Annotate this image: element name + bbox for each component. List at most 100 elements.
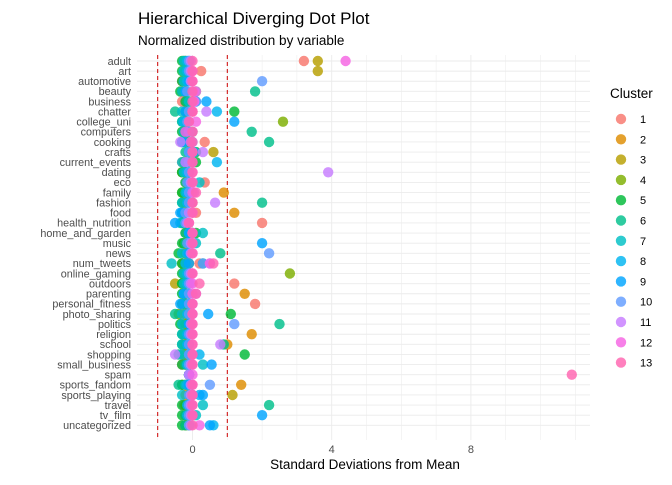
point-personal_fitness-cluster-1 — [249, 298, 261, 310]
point-news-cluster-10 — [263, 248, 275, 259]
point-sports_playing-cluster-13 — [187, 389, 198, 401]
point-fashion-cluster-13 — [187, 197, 198, 208]
point-college_uni-cluster-9 — [229, 116, 240, 127]
y-tick-label: school — [100, 339, 131, 351]
legend-label-cluster-1: 1 — [640, 114, 646, 126]
legend-key-cluster-1 — [615, 113, 627, 125]
legend-key-cluster-7 — [615, 235, 627, 246]
point-personal_fitness-cluster-13 — [187, 298, 198, 310]
point-sports_fandom-cluster-2 — [236, 379, 247, 390]
point-travel-cluster-7 — [197, 399, 209, 411]
point-small_business-cluster-7 — [197, 359, 209, 370]
point-fashion-cluster-6 — [256, 197, 268, 208]
point-chatter-cluster-5 — [229, 106, 240, 117]
legend-label-cluster-8: 8 — [640, 256, 646, 268]
legend-key-cluster-8 — [615, 255, 627, 267]
point-chatter-cluster-11 — [201, 106, 212, 117]
y-tick-label: home_and_garden — [40, 228, 131, 240]
point-health_nutrition-cluster-13 — [183, 217, 195, 229]
point-cooking-cluster-1 — [199, 136, 210, 148]
point-family-cluster-2 — [218, 187, 229, 198]
legend-key-cluster-2 — [615, 134, 627, 145]
point-photo_sharing-cluster-5 — [225, 308, 236, 320]
legend-key-cluster-3 — [615, 154, 627, 165]
point-parenting-cluster-2 — [239, 288, 250, 299]
legend-key-cluster-9 — [615, 276, 627, 287]
y-tick-label: music — [103, 238, 132, 250]
y-tick-label: automotive — [78, 76, 131, 88]
point-eco-cluster-13 — [187, 177, 198, 188]
x-axis: 0 4 8 — [189, 444, 474, 456]
chart-subtitle: Normalized distribution by variable — [138, 33, 344, 48]
point-current_events-cluster-8 — [211, 157, 223, 168]
point-politics-cluster-13 — [187, 318, 198, 330]
y-tick-label: adult — [108, 56, 131, 68]
point-dating-cluster-11 — [323, 167, 334, 178]
y-tick-label: shopping — [87, 349, 131, 361]
point-outdoors-cluster-13 — [194, 278, 205, 289]
point-small_business-cluster-9 — [206, 359, 217, 370]
y-tick-label: family — [103, 187, 132, 199]
point-college_uni-cluster-4 — [277, 116, 289, 127]
point-parenting-cluster-13 — [190, 288, 202, 299]
point-politics-cluster-6 — [274, 318, 285, 330]
point-online_gaming-cluster-13 — [187, 268, 198, 279]
point-photo_sharing-cluster-9 — [203, 308, 214, 320]
point-crafts-cluster-3 — [208, 146, 219, 158]
point-chatter-cluster-8 — [211, 106, 223, 117]
y-tick-label: eco — [114, 177, 131, 189]
legend-label-cluster-11: 11 — [640, 317, 651, 329]
point-personal_fitness-cluster-9 — [175, 298, 186, 310]
point-music-cluster-13 — [187, 238, 198, 249]
point-home_and_garden-cluster-7 — [197, 227, 209, 239]
point-spam-cluster-13 — [566, 369, 577, 380]
y-tick-label: beauty — [99, 86, 132, 98]
point-sports_fandom-cluster-13 — [187, 379, 198, 390]
point-num_tweets-cluster-7 — [166, 258, 177, 269]
y-tick-label: photo_sharing — [63, 309, 131, 321]
x-tick-label: 4 — [329, 444, 335, 456]
legend-key-cluster-6 — [615, 215, 627, 226]
point-art-cluster-13 — [187, 65, 198, 77]
y-tick-label: travel — [105, 400, 131, 412]
point-food-cluster-13 — [187, 207, 198, 218]
point-dating-cluster-13 — [187, 167, 198, 178]
point-family-cluster-13 — [190, 187, 202, 198]
point-num_tweets-cluster-13 — [208, 258, 219, 269]
y-tick-label: online_gaming — [61, 268, 131, 280]
point-automotive-cluster-13 — [187, 76, 198, 87]
y-tick-label: spam — [105, 370, 131, 382]
legend-title: Cluster — [610, 86, 653, 101]
points — [166, 55, 577, 431]
y-tick-label: health_nutrition — [57, 218, 131, 230]
y-tick-label: food — [110, 208, 131, 220]
y-tick-label: computers — [81, 127, 132, 139]
y-tick-label: num_tweets — [73, 258, 132, 270]
legend-label-cluster-9: 9 — [640, 276, 646, 288]
y-tick-label: crafts — [105, 147, 132, 159]
y-tick-label: current_events — [60, 157, 132, 169]
point-business-cluster-13 — [187, 96, 198, 107]
point-automotive-cluster-10 — [256, 76, 268, 87]
point-beauty-cluster-6 — [249, 86, 261, 97]
y-tick-label: fashion — [96, 197, 131, 209]
legend-key-cluster-12 — [615, 337, 627, 348]
y-tick-label: college_uni — [76, 117, 131, 129]
point-tv_film-cluster-9 — [256, 410, 268, 421]
legend-label-cluster-10: 10 — [640, 297, 652, 309]
point-sports_fandom-cluster-10 — [204, 379, 216, 390]
x-axis-label: Standard Deviations from Mean — [270, 457, 460, 472]
x-tick-label: 0 — [189, 444, 195, 456]
point-travel-cluster-13 — [187, 399, 198, 411]
legend-key-cluster-13 — [615, 357, 627, 368]
point-chatter-cluster-13 — [187, 106, 198, 117]
point-adult-cluster-1 — [298, 55, 310, 67]
point-news-cluster-6 — [215, 248, 226, 259]
point-tv_film-cluster-13 — [187, 410, 198, 421]
legend-key-cluster-10 — [615, 296, 627, 307]
y-tick-label: sports_playing — [61, 390, 131, 402]
point-art-cluster-3 — [312, 65, 323, 77]
point-small_business-cluster-13 — [187, 359, 198, 370]
